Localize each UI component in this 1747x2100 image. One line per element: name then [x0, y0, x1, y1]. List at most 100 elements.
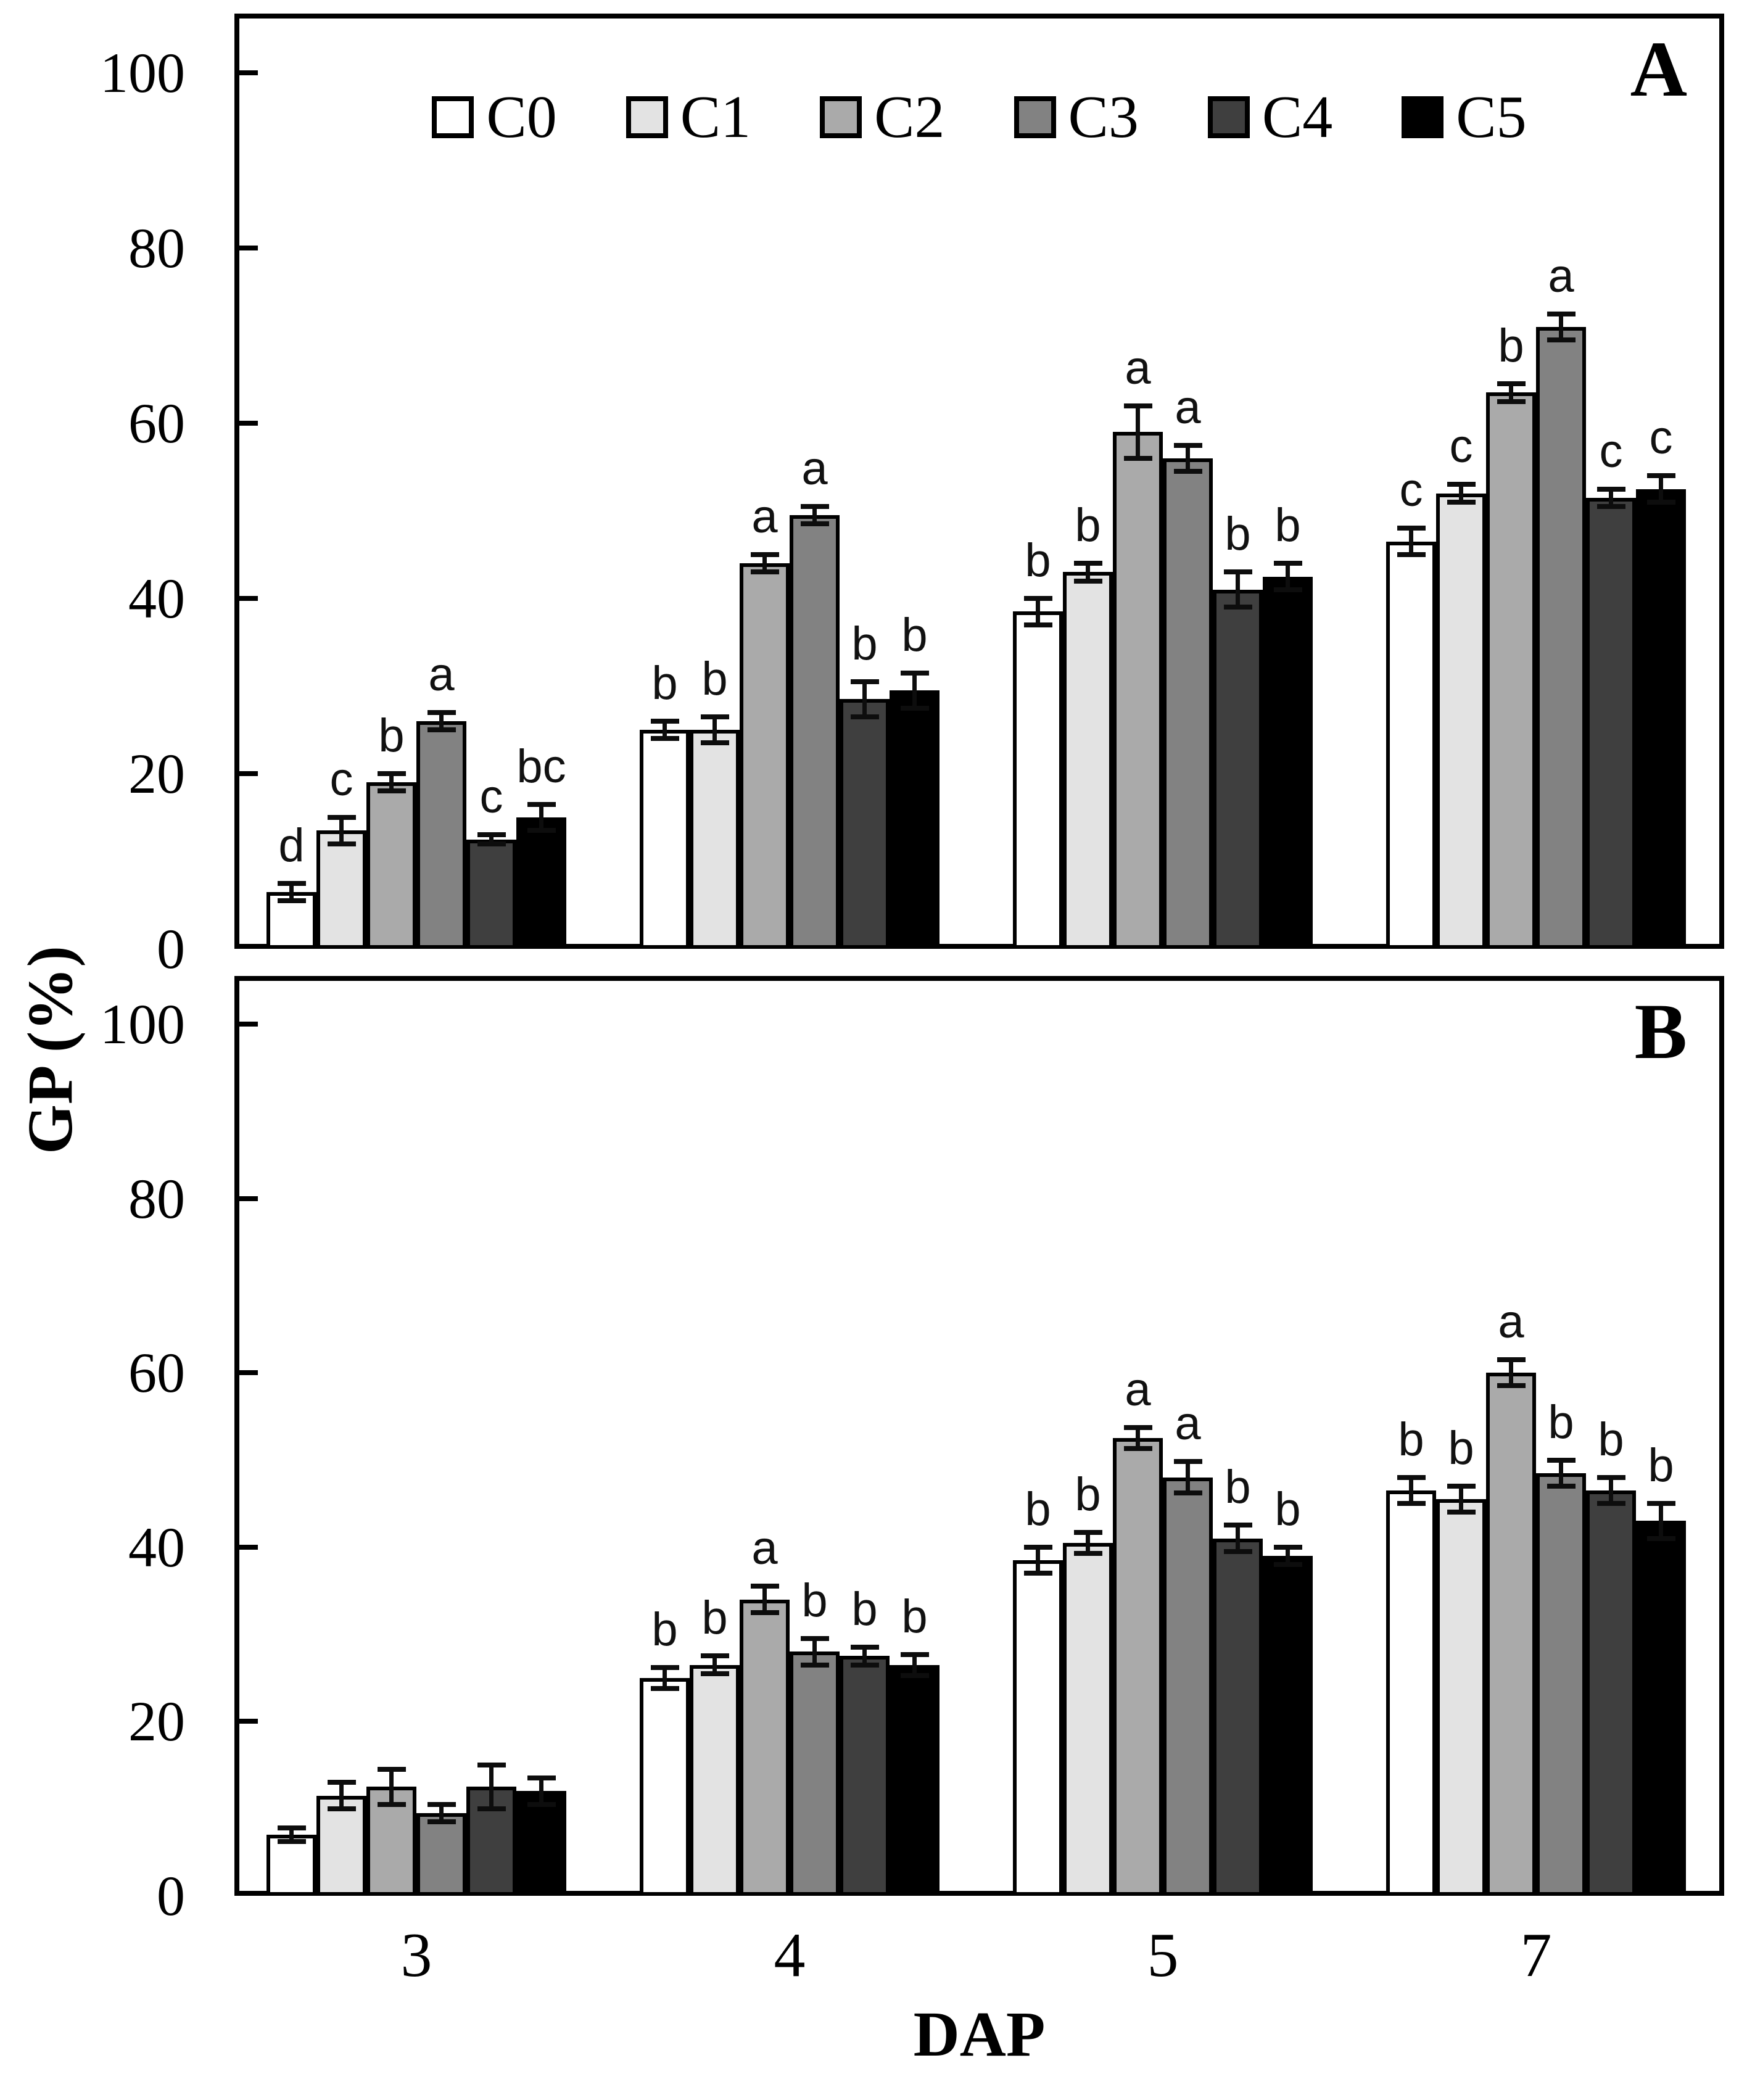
error-bar-cap-top [427, 709, 456, 715]
bar-a-C0-dap5 [1013, 611, 1063, 949]
error-bar-cap-top [1596, 486, 1625, 492]
error-bar-cap-bottom [1397, 552, 1426, 557]
significance-letter: c [1449, 420, 1473, 473]
error-bar-cap-top [1646, 473, 1675, 479]
bar-b-C3-dap3 [416, 1813, 466, 1896]
error-bar-line [1659, 476, 1663, 502]
error-bar-cap-bottom [900, 1672, 929, 1678]
error-bar-line [1659, 1503, 1663, 1539]
significance-letter: a [751, 1522, 778, 1575]
error-bar-cap-bottom [700, 740, 729, 746]
legend-label-c0: C0 [486, 84, 557, 151]
error-bar-cap-top [750, 1584, 779, 1589]
legend-item-c0: C0 [432, 84, 557, 151]
error-bar-cap-bottom [850, 1662, 879, 1668]
error-bar-cap-bottom [1273, 587, 1302, 592]
error-bar-cap-top [477, 1763, 506, 1768]
error-bar-line [339, 817, 344, 844]
legend-swatch-c3 [1014, 96, 1056, 138]
error-bar-cap-bottom [477, 841, 506, 846]
error-bar-cap-top [650, 1664, 679, 1670]
y-tick-label-b: 80 [128, 1167, 185, 1230]
x-tick-label-dap4: 4 [774, 1920, 806, 1990]
y-tick-b [239, 1544, 258, 1550]
y-tick-b [239, 1370, 258, 1376]
error-bar-cap-top [427, 1801, 456, 1807]
bar-b-C4-dap5 [1213, 1538, 1263, 1896]
error-bar-cap-bottom [1646, 1536, 1675, 1541]
significance-letter: a [1175, 1397, 1201, 1450]
bar-a-C3-dap3 [416, 721, 466, 949]
y-tick-label-a: 60 [128, 392, 185, 455]
x-tick-label-dap3: 3 [400, 1920, 432, 1990]
error-bar-cap-top [800, 503, 829, 509]
error-bar-line [762, 555, 767, 573]
error-bar-cap-bottom [1123, 455, 1152, 461]
y-tick-label-a: 0 [157, 917, 185, 980]
significance-letter: c [1649, 411, 1673, 465]
error-bar-cap-bottom [1173, 469, 1202, 474]
error-bar-cap-top [850, 679, 879, 684]
error-bar-cap-top [1497, 381, 1526, 387]
bar-a-C2-dap3 [366, 782, 416, 949]
y-tick-b [239, 1022, 258, 1027]
error-bar-line [1036, 598, 1040, 625]
error-bar-line [489, 1765, 494, 1809]
error-bar-line [1186, 1461, 1190, 1494]
error-bar-line [489, 835, 494, 844]
y-tick-label-b: 100 [100, 993, 185, 1056]
y-tick-a [239, 70, 258, 75]
significance-letter: a [801, 442, 828, 495]
error-bar-cap-bottom [527, 828, 556, 833]
bar-a-C4-dap3 [466, 839, 516, 949]
significance-letter: b [1025, 1482, 1051, 1536]
error-bar-cap-top [1447, 1483, 1476, 1489]
significance-letter: a [1125, 1363, 1151, 1416]
error-bar-cap-top [1173, 442, 1202, 448]
error-bar-cap-top [277, 1825, 306, 1830]
bar-b-C3-dap7 [1536, 1473, 1586, 1896]
error-bar-line [539, 804, 543, 831]
error-bar-cap-top [850, 1645, 879, 1650]
error-bar-cap-bottom [477, 1806, 506, 1811]
error-bar-cap-top [1223, 569, 1252, 575]
error-bar-cap-bottom [1173, 1490, 1202, 1496]
error-bar-cap-bottom [1073, 578, 1102, 584]
significance-letter: b [901, 608, 928, 661]
y-tick-label-a: 20 [128, 742, 185, 805]
bar-a-C5-dap3 [516, 817, 566, 949]
panel-b-plot-area [234, 976, 1724, 1896]
error-bar-line [1609, 489, 1613, 506]
error-bar-cap-bottom [800, 1662, 829, 1668]
error-bar-cap-bottom [1497, 399, 1526, 404]
error-bar-cap-top [1397, 526, 1426, 531]
significance-letter: b [1274, 499, 1301, 552]
error-bar-cap-bottom [1223, 605, 1252, 610]
error-bar-cap-top [527, 801, 556, 807]
bar-b-C1-dap7 [1436, 1499, 1486, 1896]
error-bar-cap-top [900, 670, 929, 676]
error-bar-cap-top [1223, 1523, 1252, 1528]
y-tick-b [239, 1719, 258, 1724]
error-bar-cap-bottom [1123, 1446, 1152, 1452]
error-bar-line [1559, 1460, 1563, 1486]
error-bar-cap-bottom [427, 727, 456, 732]
error-bar-cap-bottom [1447, 499, 1476, 505]
error-bar-cap-bottom [700, 1671, 729, 1676]
y-tick-a [239, 421, 258, 426]
error-bar-cap-bottom [377, 788, 406, 794]
error-bar-line [912, 672, 917, 708]
error-bar-line [1236, 572, 1240, 608]
error-bar-cap-top [1646, 1501, 1675, 1507]
bar-b-C3-dap5 [1163, 1477, 1213, 1896]
bar-a-C2-dap5 [1113, 432, 1163, 949]
error-bar-line [289, 1827, 294, 1842]
error-bar-cap-top [1547, 1457, 1576, 1463]
significance-letter: a [1498, 1296, 1524, 1348]
error-bar-cap-bottom [327, 1806, 356, 1811]
bar-b-C0-dap7 [1386, 1490, 1436, 1896]
error-bar-cap-top [1073, 561, 1102, 566]
bar-b-C2-dap5 [1113, 1438, 1163, 1896]
error-bar-cap-bottom [1547, 337, 1576, 343]
error-bar-cap-top [1547, 311, 1576, 316]
